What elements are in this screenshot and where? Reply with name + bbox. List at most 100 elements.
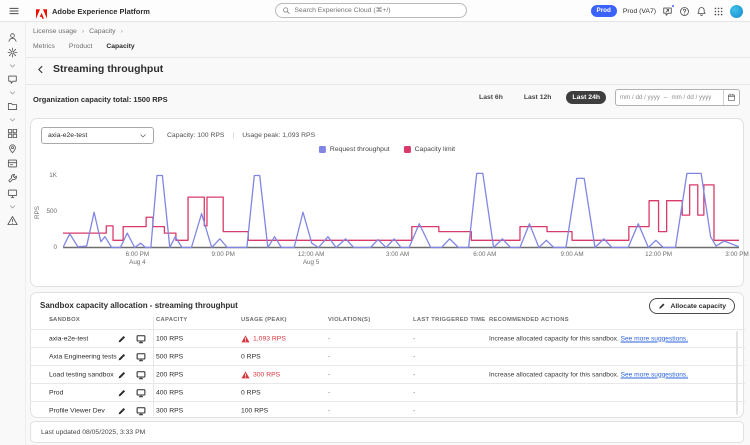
calendar-icon bbox=[727, 93, 736, 102]
org-badge[interactable]: Prod bbox=[590, 5, 617, 17]
chevron-down-icon bbox=[139, 132, 147, 140]
divider bbox=[26, 84, 750, 85]
sandbox-select[interactable]: axia-e2e-test bbox=[41, 127, 154, 144]
sandbox-name: Prod bbox=[49, 389, 64, 396]
throughput-chart-card: axia-e2e-test Capacity: 100 RPS | Usage … bbox=[30, 118, 749, 288]
usage-peak-value: 0 RPS bbox=[241, 353, 261, 360]
search-input[interactable] bbox=[294, 7, 460, 14]
edit-pencil-icon[interactable] bbox=[117, 406, 127, 416]
y-axis-title: RPS bbox=[34, 206, 41, 219]
workflows-icon[interactable] bbox=[7, 128, 18, 139]
home-badge-icon[interactable] bbox=[7, 47, 18, 58]
capacity-value: 500 RPS bbox=[156, 353, 184, 360]
avatar[interactable] bbox=[730, 4, 743, 18]
chevron-down-icon[interactable] bbox=[7, 203, 18, 211]
data-folder-icon[interactable] bbox=[7, 101, 18, 112]
tab-capacity[interactable]: Capacity bbox=[106, 43, 135, 50]
hamburger-menu-icon[interactable] bbox=[8, 5, 20, 17]
usage-peak-label: Usage peak: 1,093 RPS bbox=[242, 132, 316, 139]
column-header-last-triggered-time: LAST TRIGGERED TIME bbox=[413, 317, 486, 323]
org-capacity-total: Organization capacity total: 1500 RPS bbox=[33, 95, 168, 104]
edit-pencil-icon[interactable] bbox=[117, 370, 127, 380]
app-title: Adobe Experience Platform bbox=[52, 7, 150, 16]
column-header-violation-s-: VIOLATION(S) bbox=[328, 317, 371, 323]
org-name[interactable]: Prod (VA7) bbox=[622, 7, 656, 15]
allocate-capacity-button[interactable]: Allocate capacity bbox=[649, 298, 735, 314]
x-tick: 3:00 AM bbox=[386, 251, 410, 258]
legend-swatch bbox=[318, 146, 326, 153]
monitoring-icon[interactable] bbox=[7, 188, 18, 199]
time-range-last-12h[interactable]: Last 12h bbox=[523, 94, 552, 101]
series-request-throughput bbox=[63, 172, 739, 249]
legend-label: Capacity limit bbox=[414, 146, 456, 153]
date-separator: – bbox=[663, 94, 668, 101]
sidebar bbox=[0, 22, 26, 445]
tab-product[interactable]: Product bbox=[68, 43, 93, 50]
see-more-suggestions-link[interactable]: See more suggestions. bbox=[620, 335, 689, 342]
chevron-down-icon[interactable] bbox=[7, 89, 18, 97]
x-tick: 12:00 PM bbox=[645, 251, 673, 258]
feedback-icon[interactable] bbox=[662, 3, 675, 17]
see-more-suggestions-link[interactable]: See more suggestions. bbox=[620, 371, 689, 378]
edit-pencil-icon[interactable] bbox=[117, 388, 127, 398]
breadcrumb-item[interactable]: Capacity bbox=[89, 28, 116, 35]
breadcrumb: License usage › Capacity › bbox=[33, 28, 123, 35]
notification-dot bbox=[671, 3, 675, 8]
sandbox-name: Profile Viewer Dev bbox=[49, 407, 105, 414]
last-triggered-value: - bbox=[413, 353, 416, 360]
breadcrumb-separator: › bbox=[120, 28, 123, 35]
recommended-action-text: Increase allocated capacity for this san… bbox=[489, 335, 689, 342]
data-hygiene-icon[interactable] bbox=[7, 173, 18, 184]
sandbox-name: Load testing sandbox bbox=[49, 371, 114, 378]
apps-grid-icon[interactable] bbox=[713, 6, 724, 17]
alerts-icon[interactable] bbox=[7, 215, 18, 226]
last-triggered-value: - bbox=[413, 407, 416, 414]
x-tick-sublabel: Aug 4 bbox=[129, 259, 146, 266]
chevron-down-icon[interactable] bbox=[7, 62, 18, 70]
edit-pencil-icon[interactable] bbox=[117, 352, 127, 362]
sandbox-display-icon[interactable] bbox=[136, 370, 146, 380]
x-tick: 6:00 PM Aug 4 bbox=[125, 251, 150, 266]
time-range-last-6h[interactable]: Last 6h bbox=[479, 94, 503, 101]
last-updated-text: Last updated 08/05/2025, 3:33 PM bbox=[41, 428, 146, 436]
y-axis: 0 500 1K bbox=[31, 119, 57, 288]
column-header-sandbox[interactable]: SANDBOX bbox=[49, 317, 81, 323]
chevron-down-icon[interactable] bbox=[7, 116, 18, 124]
sort-chevron-icon bbox=[49, 317, 55, 323]
usage-peak-value: 300 RPS bbox=[253, 371, 281, 378]
datasets-icon[interactable] bbox=[7, 158, 18, 169]
y-tick: 500 bbox=[46, 207, 57, 215]
breadcrumb-item[interactable]: License usage bbox=[33, 28, 77, 35]
profile-icon[interactable] bbox=[7, 32, 18, 43]
violations-value: - bbox=[328, 371, 331, 378]
x-tick: 6:00 AM bbox=[473, 251, 497, 258]
capacity-value: 300 RPS bbox=[156, 407, 184, 414]
divider bbox=[26, 57, 750, 58]
sandbox-display-icon[interactable] bbox=[136, 334, 146, 344]
back-button[interactable] bbox=[36, 65, 45, 74]
chart-plot bbox=[63, 172, 739, 249]
capacity-value: 400 RPS bbox=[156, 389, 184, 396]
time-range-last-24h[interactable]: Last 24h bbox=[566, 91, 606, 104]
notifications-bell-icon[interactable] bbox=[696, 6, 707, 17]
date-from-input[interactable]: mm / dd / yyyy bbox=[620, 94, 660, 101]
last-updated-bar: Last updated 08/05/2025, 3:33 PM bbox=[30, 421, 744, 443]
sandbox-display-icon[interactable] bbox=[136, 352, 146, 362]
help-icon[interactable] bbox=[679, 6, 690, 17]
tab-metrics[interactable]: Metrics bbox=[33, 43, 55, 50]
search-bar[interactable] bbox=[275, 3, 467, 18]
edit-pencil-icon[interactable] bbox=[117, 334, 127, 344]
legend-item: Capacity limit bbox=[403, 146, 456, 153]
table-scrollbar[interactable] bbox=[736, 331, 738, 415]
date-to-input[interactable]: mm / dd / yyyy bbox=[671, 94, 712, 101]
table-row: Profile Viewer Dev 300 RPS 100 RPS - - bbox=[31, 401, 745, 419]
identities-icon[interactable] bbox=[7, 143, 18, 154]
sandbox-display-icon[interactable] bbox=[136, 406, 146, 416]
date-range-field[interactable]: mm / dd / yyyy – mm / dd / yyyy bbox=[615, 89, 740, 106]
calendar-button[interactable] bbox=[723, 90, 739, 105]
pencil-icon bbox=[658, 302, 666, 310]
connections-icon[interactable] bbox=[7, 74, 18, 85]
sandbox-name: axia-e2e-test bbox=[49, 335, 89, 342]
sandbox-display-icon[interactable] bbox=[136, 388, 146, 398]
meta-separator: | bbox=[232, 132, 235, 139]
